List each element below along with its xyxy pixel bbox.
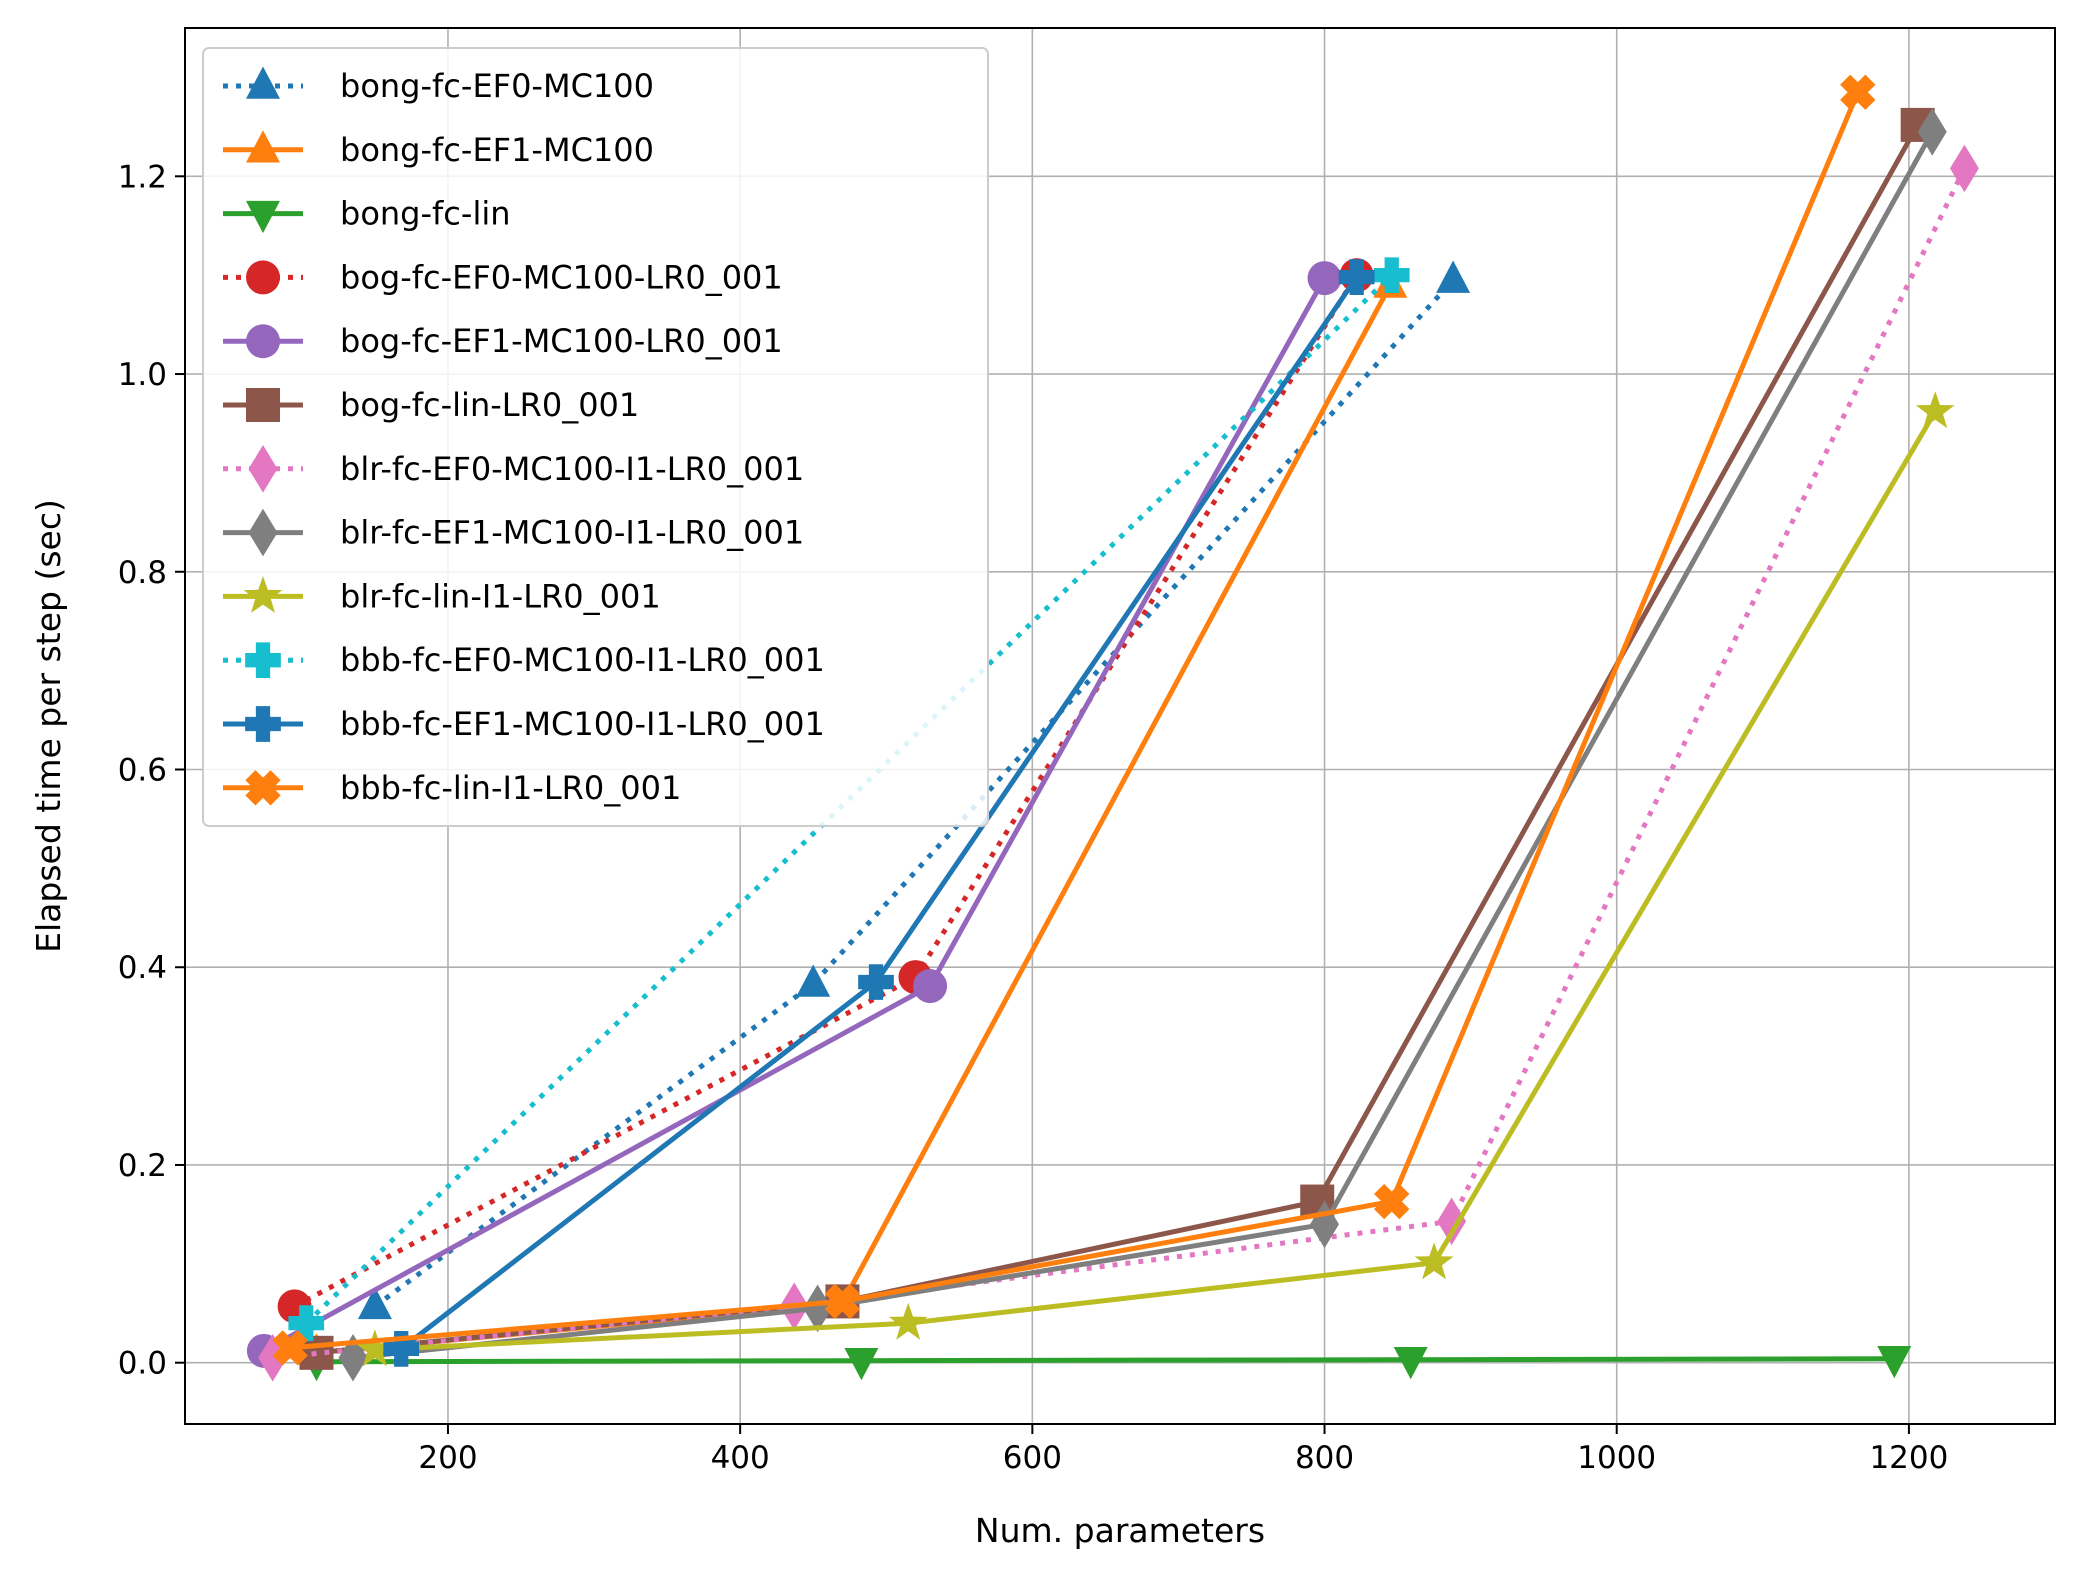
x-tick-label: 1000 (1577, 1440, 1656, 1476)
data-point-shape (272, 1330, 308, 1366)
x-tick-label: 600 (1003, 1440, 1062, 1476)
y-tick-label: 0.4 (118, 950, 167, 986)
data-point (1949, 144, 1979, 193)
legend-marker (248, 445, 278, 493)
legend-entry: bbb-fc-EF1-MC100-I1-LR0_001 (223, 705, 825, 743)
legend-label: bbb-fc-EF1-MC100-I1-LR0_001 (340, 705, 825, 743)
legend-marker (245, 770, 281, 806)
legend-entry: bong-fc-EF0-MC100 (223, 66, 654, 105)
series-1 (357, 260, 1471, 1320)
data-point (1877, 1345, 1912, 1379)
y-tick-label: 0.2 (118, 1148, 167, 1184)
data-point (288, 1305, 325, 1342)
legend-marker (246, 388, 280, 422)
legend-marker (246, 66, 280, 99)
data-point (1373, 257, 1410, 294)
legend-entry: bbb-fc-EF0-MC100-I1-LR0_001 (223, 641, 825, 679)
y-tick-label: 0.0 (118, 1346, 167, 1382)
legend-label: bbb-fc-EF0-MC100-I1-LR0_001 (340, 641, 825, 679)
y-tick-label: 0.6 (118, 753, 167, 789)
legend-marker (246, 200, 280, 234)
x-axis-label: Num. parameters (975, 1511, 1265, 1550)
plot-frame (184, 27, 2056, 1425)
legend-label: bong-fc-EF1-MC100 (340, 131, 654, 169)
legend-marker (246, 324, 280, 359)
legend-entry: blr-fc-lin-I1-LR0_001 (223, 576, 661, 615)
series-11 (383, 259, 1375, 1367)
series-12 (272, 74, 1876, 1366)
data-point-shape (1840, 74, 1876, 110)
data-point (796, 964, 831, 997)
legend-label: bong-fc-lin (340, 195, 511, 233)
series-line (372, 409, 1938, 1353)
x-tick-label: 800 (1295, 1440, 1354, 1476)
legend-marker (246, 130, 280, 163)
legend-marker-shape (245, 770, 281, 806)
legend-entry: bong-fc-EF1-MC100 (223, 130, 654, 169)
data-point (824, 1283, 861, 1320)
data-point (888, 1302, 928, 1340)
data-point (1840, 74, 1876, 110)
data-point (1338, 259, 1375, 295)
data-point-shape (824, 1283, 861, 1320)
data-point (1437, 1197, 1467, 1246)
legend-marker (248, 508, 278, 557)
series-7 (258, 144, 1979, 1382)
series-9 (355, 391, 1955, 1367)
data-point (357, 1286, 392, 1320)
legend-marker (245, 706, 281, 742)
data-point (844, 1347, 879, 1381)
data-point (355, 1329, 395, 1367)
data-point (1915, 391, 1955, 429)
legend-entry: blr-fc-EF0-MC100-I1-LR0_001 (223, 445, 804, 493)
x-tick-label: 1200 (1869, 1440, 1948, 1476)
axis-ticks: 200 400 600 800 1000 1200 0.0 0.2 0.4 0.6 0.8 1.0 1.… (118, 159, 1949, 1476)
legend-label: blr-fc-EF1-MC100-I1-LR0_001 (340, 514, 804, 552)
data-point (1374, 1183, 1410, 1220)
y-tick-label: 0.8 (118, 555, 167, 591)
legend-marker (243, 576, 283, 613)
legend-label: bog-fc-EF0-MC100-LR0_001 (340, 258, 783, 296)
y-tick-label: 1.0 (118, 357, 167, 393)
legend-marker (245, 642, 281, 679)
series-line (287, 89, 1861, 1351)
data-point (272, 1330, 308, 1366)
data-point (1917, 108, 1947, 156)
series-line (350, 129, 1935, 1361)
data-point (1414, 1242, 1454, 1280)
legend-label: blr-fc-lin-I1-LR0_001 (340, 577, 661, 615)
data-point (1307, 261, 1342, 296)
y-axis-label: Elapsed time per step (sec) (29, 499, 68, 953)
data-point (383, 1331, 420, 1367)
data-point (858, 964, 894, 1000)
legend-entry: bog-fc-EF1-MC100-LR0_001 (223, 322, 783, 360)
legend-marker (246, 260, 280, 295)
legend-entry: bog-fc-lin-LR0_001 (223, 386, 639, 424)
data-point-shape (1374, 1183, 1410, 1220)
legend: bong-fc-EF0-MC100 bong-fc-EF1-MC100 bong-f… (202, 47, 989, 827)
x-tick-label: 400 (711, 1440, 770, 1476)
legend-frame (202, 47, 989, 827)
legend-entry: bog-fc-EF0-MC100-LR0_001 (223, 258, 783, 296)
legend-label: blr-fc-EF0-MC100-I1-LR0_001 (340, 450, 804, 488)
legend-label: bog-fc-EF1-MC100-LR0_001 (340, 322, 783, 360)
data-point (913, 969, 948, 1004)
series-lines (246, 74, 1979, 1382)
legend-label: bog-fc-lin-LR0_001 (340, 386, 639, 424)
data-point (1393, 1346, 1428, 1380)
legend-label: bong-fc-EF0-MC100 (340, 67, 654, 105)
series-line (314, 1356, 1897, 1365)
data-point (1436, 260, 1471, 293)
x-tick-label: 200 (418, 1440, 477, 1476)
legend-entry: blr-fc-EF1-MC100-I1-LR0_001 (223, 508, 804, 557)
legend-label: bbb-fc-lin-I1-LR0_001 (340, 769, 681, 807)
legend-entry: bong-fc-lin (223, 195, 511, 234)
data-point (803, 1284, 833, 1333)
series-line (272, 167, 1967, 1361)
y-tick-label: 1.2 (118, 159, 167, 195)
legend-entry: bbb-fc-lin-I1-LR0_001 (223, 769, 681, 807)
